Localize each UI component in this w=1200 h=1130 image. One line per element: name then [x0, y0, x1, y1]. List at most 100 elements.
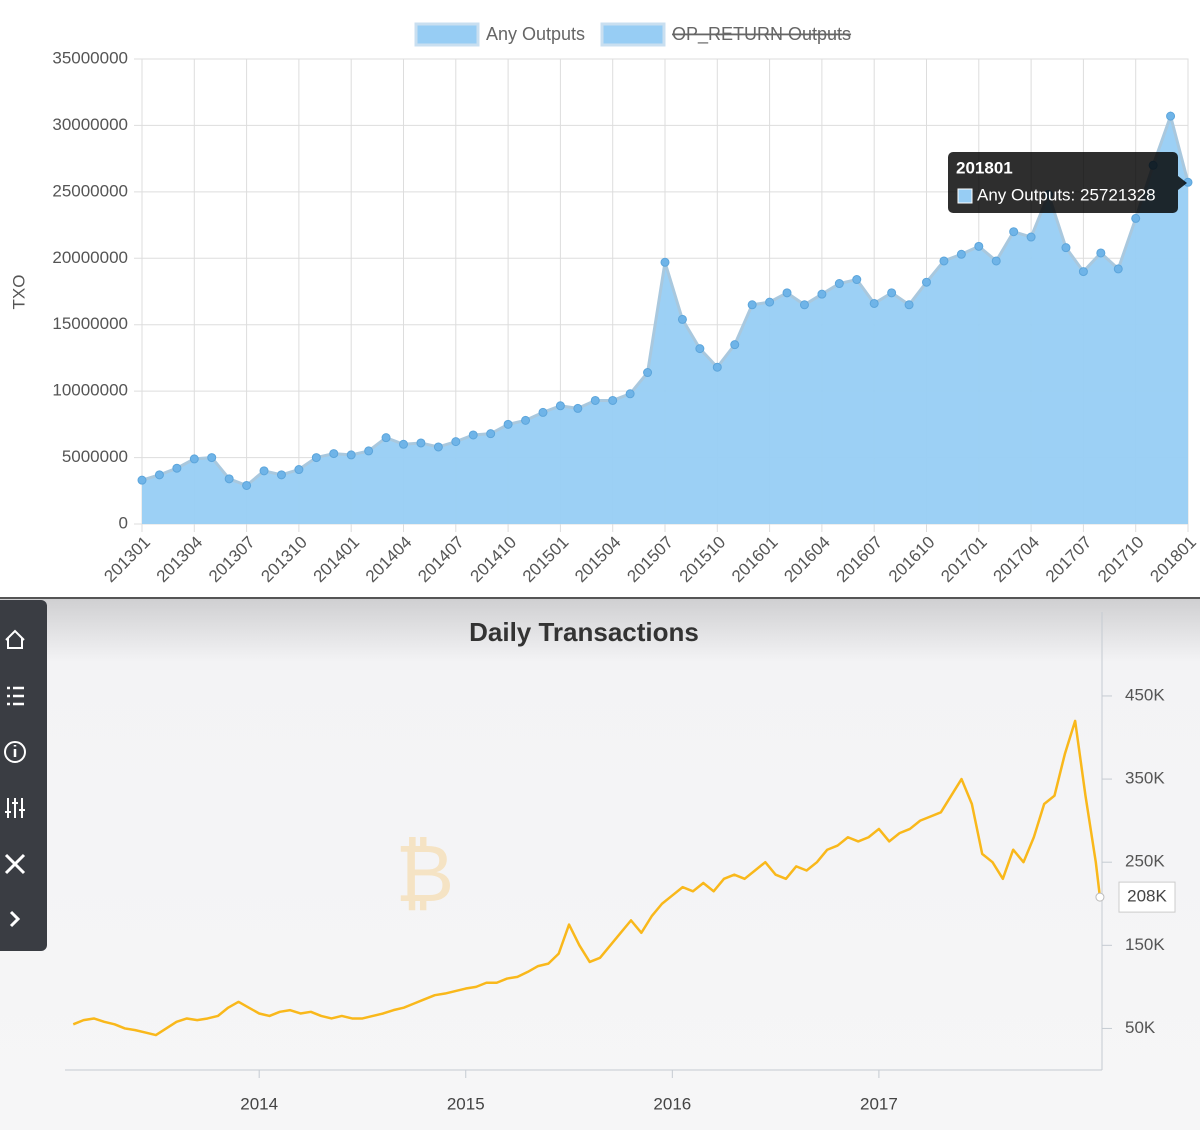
- bottom-panel: [0, 598, 1200, 1130]
- point: [590, 395, 600, 405]
- legend-label: Any Outputs: [486, 24, 585, 44]
- point: [643, 368, 653, 378]
- y-tick-label: 25000000: [52, 181, 128, 200]
- expand-icon[interactable]: [9, 910, 21, 928]
- home-icon[interactable]: [5, 629, 25, 649]
- point: [433, 442, 443, 452]
- point: [730, 340, 740, 350]
- point: [608, 395, 618, 405]
- point: [799, 300, 809, 310]
- point: [521, 415, 531, 425]
- y-tick-label: 5000000: [62, 447, 128, 466]
- point: [956, 249, 966, 259]
- point: [503, 419, 513, 429]
- y-tick-label: 250K: [1125, 852, 1165, 871]
- line: [72, 719, 1102, 1037]
- point: [677, 314, 687, 324]
- point: [555, 401, 565, 411]
- tools-icon[interactable]: [4, 853, 26, 875]
- point: [364, 446, 374, 456]
- point: [660, 257, 670, 267]
- y-tick-label: 30000000: [52, 115, 128, 134]
- point: [294, 465, 304, 475]
- point: [1096, 248, 1106, 258]
- point: [887, 288, 897, 298]
- point: [869, 298, 879, 308]
- point: [486, 429, 496, 439]
- tooltip-arrow: [1178, 176, 1187, 190]
- point: [137, 475, 147, 485]
- point: [1166, 111, 1176, 121]
- watermark: ₿: [395, 829, 454, 918]
- point: [224, 474, 234, 484]
- point: [765, 297, 775, 307]
- tooltip: 201801 Any Outputs: 25721328: [948, 152, 1187, 213]
- sidebar-bg: [0, 600, 47, 951]
- y-tick-label: 450K: [1125, 685, 1165, 704]
- y-tick-label: 10000000: [52, 381, 128, 400]
- x-tick-label: 2014: [240, 1094, 278, 1113]
- point: [1026, 232, 1036, 242]
- y-tick-label: 15000000: [52, 314, 128, 333]
- point: [276, 470, 286, 480]
- point: [974, 241, 984, 251]
- legend-swatch: [600, 22, 666, 47]
- point: [311, 453, 321, 463]
- chart-title: Daily Transactions: [469, 617, 699, 647]
- y-tick-label: 50K: [1125, 1018, 1156, 1037]
- x-tick-label: 2015: [447, 1094, 485, 1113]
- point: [1061, 243, 1071, 253]
- y-tick-label: 20000000: [52, 248, 128, 267]
- point: [852, 275, 862, 285]
- point: [991, 256, 1001, 266]
- last-point: [1095, 892, 1105, 902]
- x-tick-label: 2017: [860, 1094, 898, 1113]
- point: [207, 453, 217, 463]
- point: [381, 433, 391, 443]
- point: [242, 480, 252, 490]
- list-icon[interactable]: [7, 686, 24, 706]
- tooltip-swatch: [957, 188, 973, 204]
- point: [416, 438, 426, 448]
- point: [625, 389, 635, 399]
- x-tick-label: 2016: [653, 1094, 691, 1113]
- point: [346, 450, 356, 460]
- y-tick-label: 150K: [1125, 935, 1165, 954]
- point: [172, 463, 182, 473]
- y-tick-label: 350K: [1125, 769, 1165, 788]
- point: [1131, 213, 1141, 223]
- point: [1113, 264, 1123, 274]
- point: [399, 439, 408, 449]
- point: [468, 430, 478, 440]
- y-tick-label: 0: [119, 513, 128, 532]
- value-label-box: [1118, 881, 1176, 913]
- y-axis-label: TXO: [9, 275, 28, 310]
- point: [259, 466, 269, 476]
- settings-icon[interactable]: [5, 798, 25, 818]
- point: [573, 403, 583, 413]
- point: [712, 362, 722, 372]
- point: [451, 437, 461, 447]
- point: [834, 279, 844, 289]
- point: [782, 288, 792, 298]
- point: [189, 454, 199, 464]
- point: [922, 277, 931, 287]
- point: [1009, 227, 1019, 237]
- tooltip-label: Any Outputs: 25721328: [977, 185, 1156, 204]
- point: [695, 344, 705, 354]
- legend-swatch: [414, 22, 480, 47]
- y-tick-label: 35000000: [52, 48, 128, 67]
- tooltip-title: 201801: [956, 158, 1013, 177]
- point: [939, 256, 949, 266]
- point: [329, 449, 339, 459]
- value-label: 208K: [1127, 887, 1167, 906]
- point: [817, 289, 827, 299]
- point: [904, 300, 914, 310]
- legend-label: OP_RETURN Outputs: [672, 24, 851, 45]
- point: [747, 300, 757, 310]
- info-icon[interactable]: [4, 741, 26, 763]
- point: [154, 470, 164, 480]
- sidebar: [0, 600, 47, 951]
- point: [1078, 267, 1088, 277]
